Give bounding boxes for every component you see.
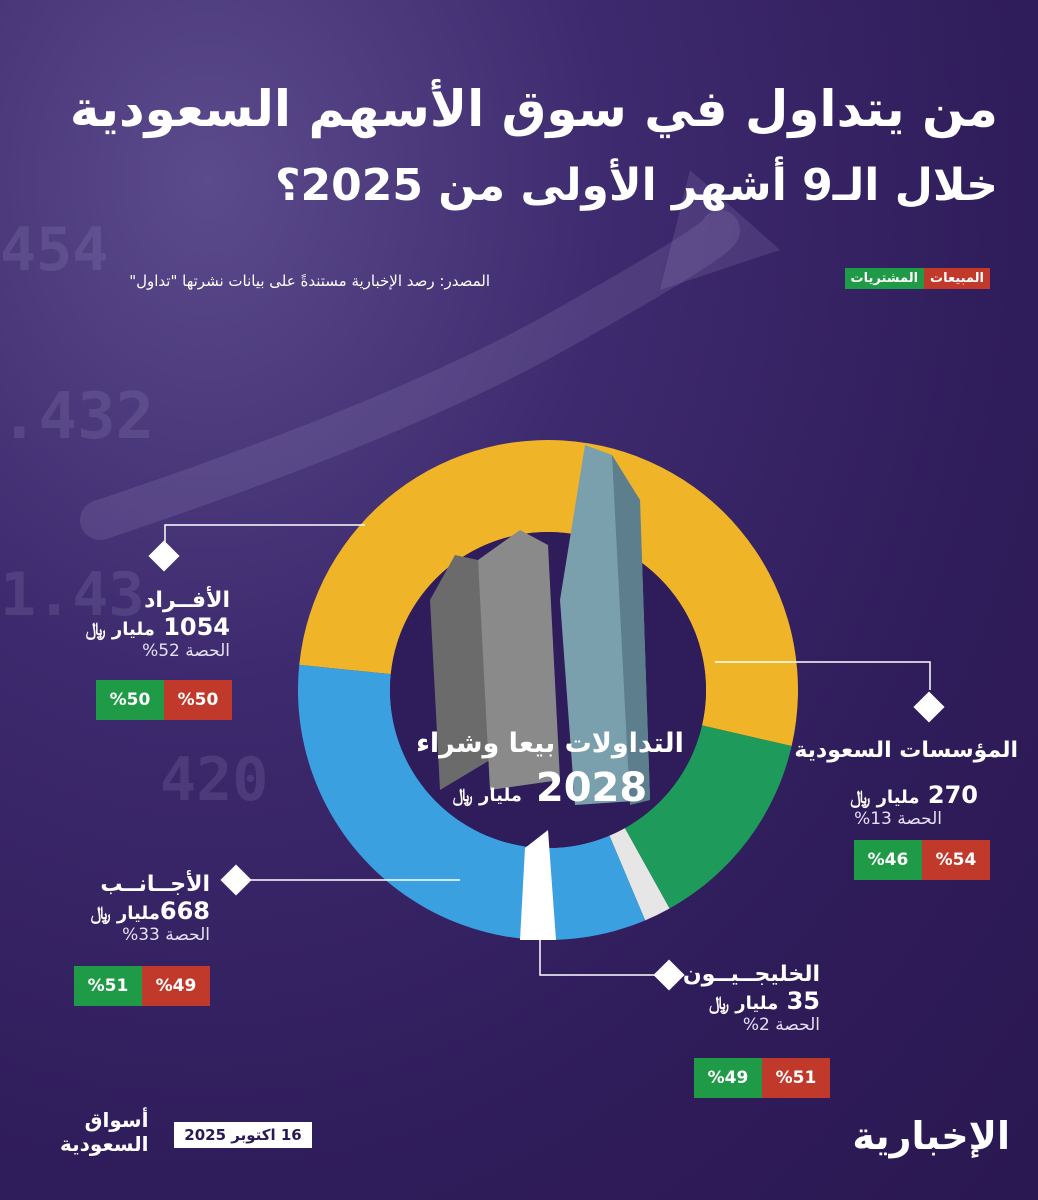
category-share: الحصة 33% [122, 925, 210, 945]
category-name: الخليجــيــون [682, 962, 820, 987]
sell-bar: %51 [762, 1058, 830, 1098]
diamond-marker [653, 959, 685, 991]
buy-bar: %50 [96, 680, 164, 720]
diamond-marker [148, 540, 180, 572]
value-unit: مليار ﷼ [709, 993, 779, 1014]
diamond-marker [220, 864, 252, 896]
buy-bar: %49 [694, 1058, 762, 1098]
category-share: الحصة 13% [854, 809, 942, 829]
bg-ticker-decor: .432 [0, 380, 155, 454]
center-value: 2028 [535, 765, 648, 811]
diamond-marker [913, 691, 945, 723]
center-unit: مليار ﷼ [452, 785, 522, 806]
sell-bar: %54 [922, 840, 990, 880]
buy-bar: %46 [854, 840, 922, 880]
leader-line [164, 524, 365, 545]
value-unit: مليار ﷼ [90, 903, 160, 924]
category-value: 1054 مليار ﷼ [86, 613, 230, 641]
publish-date: 16 اكتوبر 2025 [174, 1122, 312, 1148]
sell-bar: %50 [164, 680, 232, 720]
value-number: 35 [786, 987, 820, 1015]
category-name: الأجــانــب [100, 872, 210, 897]
towers-illustration [430, 445, 650, 940]
source-note: المصدر: رصد الإخبارية مستندةً على بيانات… [129, 272, 490, 290]
leader-line [715, 661, 931, 690]
split-bars-foreigners: %51 %49 [74, 966, 210, 1006]
category-name: الأفــراد [144, 588, 230, 613]
split-bars-individuals: %50 %50 [96, 680, 232, 720]
footer-brand: أسواق السعودية [60, 1108, 148, 1156]
value-unit: مليار ﷼ [85, 619, 155, 640]
bg-ticker-decor: 420 [160, 745, 269, 815]
value-number: 1054 [163, 613, 230, 641]
category-saudi-institutions: المؤسسات السعودية 270 مليار ﷼ الحصة 13% [794, 738, 1018, 829]
category-foreigners: الأجــانــب 668مليار ﷼ الحصة 33% [91, 872, 210, 945]
brand-line2: السعودية [60, 1132, 149, 1156]
category-value: 668مليار ﷼ [91, 897, 210, 925]
legend-sales: المبيعات [924, 268, 990, 289]
title-line2: خلال الـ9 أشهر الأولى من 2025؟ [274, 160, 998, 211]
buy-bar: %51 [74, 966, 142, 1006]
category-name: المؤسسات السعودية [794, 738, 1018, 763]
brand-line1: أسواق [84, 1108, 149, 1132]
legend: المشتريات المبيعات [844, 268, 990, 289]
category-individuals: الأفــراد 1054 مليار ﷼ الحصة 52% [86, 588, 230, 661]
donut-slice [299, 440, 798, 747]
value-number: 668 [159, 897, 210, 925]
category-share: الحصة 2% [742, 1015, 820, 1035]
category-value: 270 مليار ﷼ [794, 781, 978, 809]
bg-ticker-decor: 454 [0, 215, 109, 285]
donut-slice [609, 828, 670, 921]
category-value: 35 مليار ﷼ [683, 987, 820, 1015]
leader-line [539, 930, 660, 976]
center-total: 2028 مليار ﷼ [400, 765, 700, 811]
split-bars-gulf: %49 %51 [694, 1058, 830, 1098]
bg-ticker-decor: 1.43 [0, 560, 145, 630]
brand-logo: الإخبارية [852, 1114, 1010, 1158]
split-bars-saudi-institutions: %46 %54 [854, 840, 990, 880]
donut-slice [298, 664, 646, 940]
category-gulf: الخليجــيــون 35 مليار ﷼ الحصة 2% [683, 962, 820, 1035]
legend-purchases: المشتريات [844, 268, 925, 289]
sell-bar: %49 [142, 966, 210, 1006]
title-line1: من يتداول في سوق الأسهم السعودية [69, 80, 998, 138]
donut-slice [624, 725, 792, 909]
center-label: التداولات بيعا وشراء [416, 728, 684, 759]
value-unit: مليار ﷼ [850, 787, 920, 808]
value-number: 270 [927, 781, 978, 809]
category-share: الحصة 52% [142, 641, 230, 661]
